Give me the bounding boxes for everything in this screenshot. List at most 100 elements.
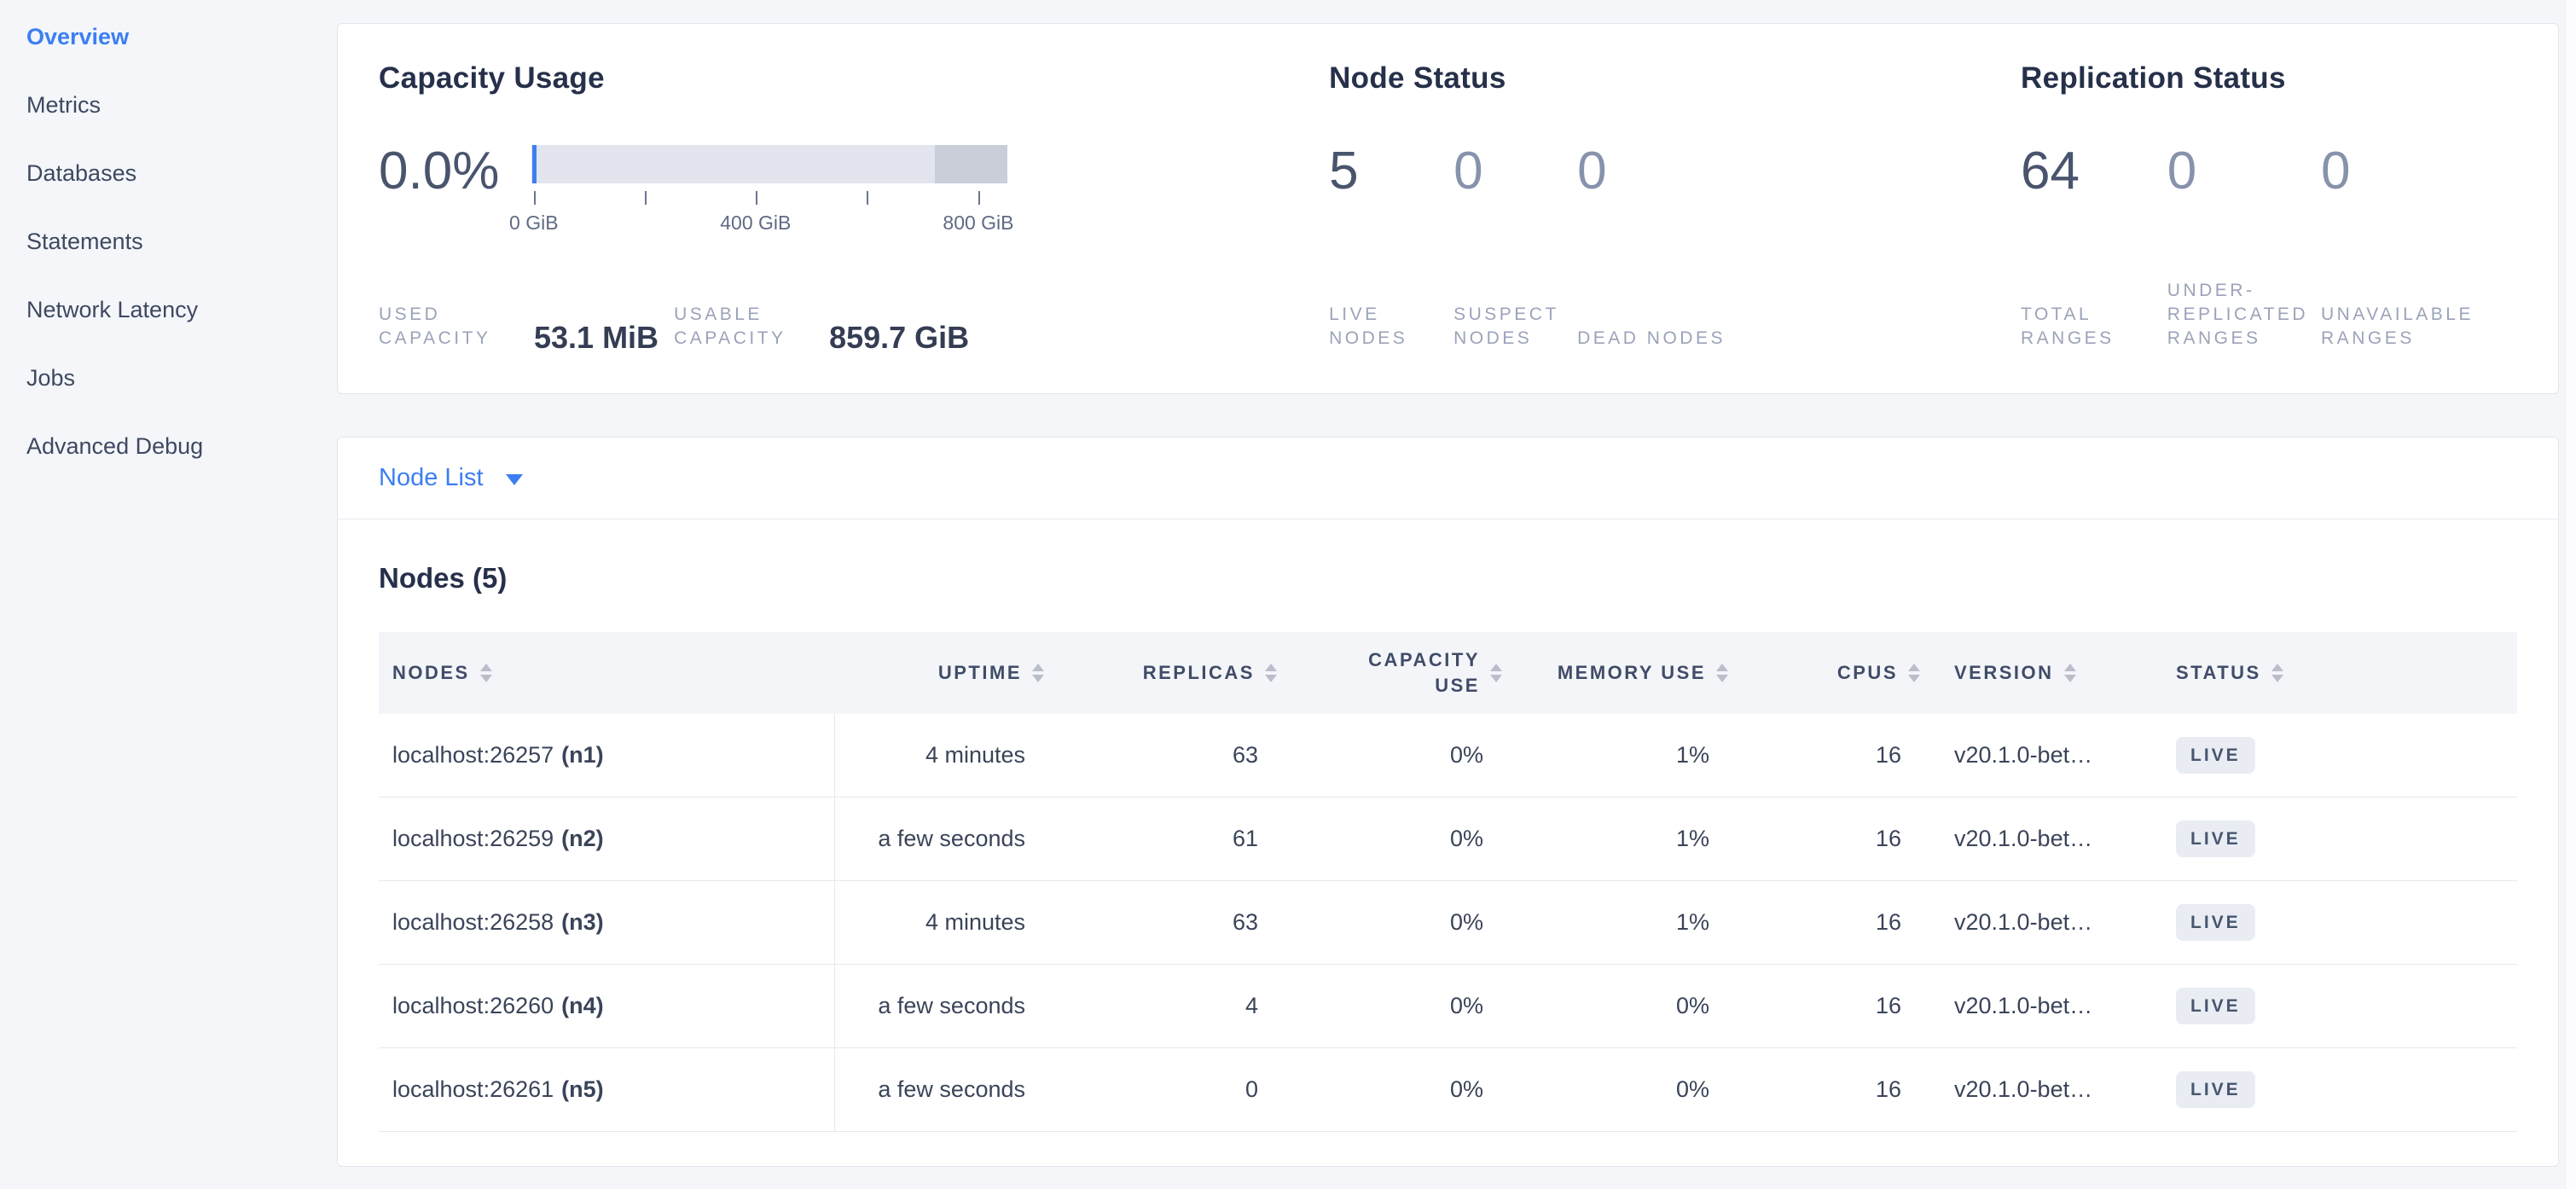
- cpus-cell: 16: [1875, 1076, 1901, 1102]
- node-address-cell: localhost:26260 (n4): [379, 965, 835, 1047]
- column-label: CAPACITY USE: [1368, 649, 1480, 696]
- uptime-cell: a few seconds: [878, 993, 1025, 1018]
- version-value: v20.1.0-bet…: [1954, 993, 2093, 1018]
- replicas-cell: 63: [1232, 909, 1258, 935]
- status-badge: LIVE: [2176, 737, 2255, 774]
- version-value: v20.1.0-bet…: [1954, 1076, 2093, 1102]
- gauge-tick: [533, 191, 536, 205]
- column-header-nodes[interactable]: NODES: [379, 662, 835, 684]
- node-id: (n5): [561, 1076, 604, 1102]
- gauge-tick: [978, 191, 980, 205]
- column-label: NODES: [392, 662, 470, 683]
- status-cell: LIVE: [2149, 1048, 2517, 1131]
- status-badge: LIVE: [2176, 821, 2255, 857]
- status-cell: LIVE: [2149, 798, 2517, 880]
- capacity-gauge: 0 GiB 400 GiB 800 GiB: [509, 145, 1014, 234]
- version-cell: v20.1.0-bet…: [1920, 798, 2149, 880]
- dead-nodes-count: 0: [1577, 142, 1607, 200]
- node-address: localhost:26258: [392, 909, 554, 935]
- node-address: localhost:26259: [392, 826, 554, 851]
- node-id: (n4): [561, 993, 604, 1018]
- chevron-down-icon: [505, 474, 523, 485]
- capacity-gauge-bar: [531, 145, 1007, 183]
- table-row[interactable]: localhost:26259 (n2) a few seconds 61 0%…: [379, 798, 2517, 881]
- uptime-cell: a few seconds: [878, 1076, 1025, 1102]
- capacity-use-cell: 0%: [1449, 909, 1483, 935]
- total-ranges-label: TOTAL RANGES: [2021, 304, 2115, 348]
- column-label: STATUS: [2176, 662, 2261, 683]
- gauge-tick: [644, 191, 647, 205]
- replicas-cell: 4: [1244, 993, 1258, 1018]
- uptime-cell: 4 minutes: [925, 742, 1025, 768]
- sidebar-item-databases[interactable]: Databases: [26, 160, 137, 186]
- sidebar-item-advanced-debug[interactable]: Advanced Debug: [26, 432, 204, 459]
- sort-icon: [1032, 664, 1044, 682]
- node-list-selector-row: Node List: [338, 438, 2558, 519]
- memory-use-cell: 0%: [1675, 993, 1709, 1018]
- memory-use-cell: 1%: [1675, 742, 1709, 768]
- sort-icon: [1908, 664, 1920, 682]
- capacity-use-cell: 0%: [1449, 826, 1483, 851]
- sort-icon: [1490, 664, 1502, 682]
- capacity-use-cell: 0%: [1449, 1076, 1483, 1102]
- table-row[interactable]: localhost:26260 (n4) a few seconds 4 0% …: [379, 965, 2517, 1048]
- capacity-use-cell: 0%: [1449, 993, 1483, 1018]
- node-list-card: Node List Nodes (5) NODES UPTIME REPLICA…: [337, 437, 2559, 1167]
- version-cell: v20.1.0-bet…: [1920, 714, 2149, 797]
- node-id: (n3): [561, 909, 604, 935]
- live-nodes-label: LIVE NODES: [1329, 304, 1408, 348]
- gauge-tick-label: 800 GiB: [943, 212, 1014, 234]
- sidebar-item-jobs[interactable]: Jobs: [26, 364, 76, 391]
- column-label: REPLICAS: [1142, 662, 1255, 683]
- used-capacity-label: USED CAPACITY: [379, 304, 491, 348]
- sidebar-item-metrics[interactable]: Metrics: [26, 91, 101, 118]
- version-value: v20.1.0-bet…: [1954, 826, 2093, 851]
- column-header-status[interactable]: STATUS: [2149, 662, 2517, 684]
- sidebar-item-network-latency[interactable]: Network Latency: [26, 296, 199, 322]
- table-row[interactable]: localhost:26258 (n3) 4 minutes 63 0% 1% …: [379, 881, 2517, 965]
- replicas-cell: 63: [1232, 742, 1258, 768]
- sidebar-item-overview[interactable]: Overview: [26, 23, 130, 49]
- replicas-cell: 61: [1232, 826, 1258, 851]
- dead-nodes-label: DEAD NODES: [1577, 328, 1726, 348]
- capacity-gauge-reserved-segment: [934, 145, 1007, 183]
- cpus-cell: 16: [1875, 993, 1901, 1018]
- column-label: MEMORY USE: [1557, 662, 1706, 683]
- scrollbar-track[interactable]: [2565, 0, 2576, 1189]
- node-address-cell: localhost:26257 (n1): [379, 714, 835, 797]
- status-badge: LIVE: [2176, 1071, 2255, 1108]
- suspect-nodes-count: 0: [1453, 142, 1483, 200]
- sidebar: Overview Metrics Databases Statements Ne…: [0, 0, 324, 480]
- table-row[interactable]: localhost:26257 (n1) 4 minutes 63 0% 1% …: [379, 714, 2517, 798]
- memory-use-cell: 1%: [1675, 909, 1709, 935]
- column-header-capacity-use[interactable]: CAPACITY USE: [1277, 647, 1502, 699]
- node-list-dropdown[interactable]: Node List: [379, 464, 523, 492]
- sidebar-item-statements[interactable]: Statements: [26, 228, 143, 254]
- memory-use-cell: 1%: [1675, 826, 1709, 851]
- node-address-cell: localhost:26261 (n5): [379, 1048, 835, 1131]
- column-label: VERSION: [1954, 662, 2054, 683]
- suspect-nodes-label: SUSPECT NODES: [1453, 304, 1559, 348]
- total-ranges-count: 64: [2021, 142, 2080, 200]
- uptime-cell: 4 minutes: [925, 909, 1025, 935]
- column-header-cpus[interactable]: CPUS: [1728, 662, 1920, 684]
- column-header-memory-use[interactable]: MEMORY USE: [1502, 662, 1728, 684]
- replication-status-section: Replication Status 64 0 0 TOTAL RANGES U…: [2021, 61, 2517, 351]
- cluster-summary-card: Capacity Usage 0.0% 0 GiB 400 GiB 800 Gi…: [337, 23, 2559, 394]
- column-header-uptime[interactable]: UPTIME: [835, 662, 1044, 684]
- capacity-usage-title: Capacity Usage: [379, 61, 605, 95]
- column-header-version[interactable]: VERSION: [1920, 662, 2149, 684]
- usable-capacity-value: 859.7 GiB: [829, 320, 970, 355]
- live-nodes-count: 5: [1329, 142, 1359, 200]
- under-replicated-ranges-count: 0: [2167, 142, 2197, 200]
- sort-icon: [1716, 664, 1728, 682]
- column-header-replicas[interactable]: REPLICAS: [1044, 662, 1277, 684]
- node-status-title: Node Status: [1329, 61, 1506, 95]
- table-row[interactable]: localhost:26261 (n5) a few seconds 0 0% …: [379, 1048, 2517, 1132]
- node-address: localhost:26261: [392, 1076, 554, 1102]
- capacity-percent: 0.0%: [379, 142, 500, 200]
- gauge-tick: [866, 191, 868, 205]
- cpus-cell: 16: [1875, 909, 1901, 935]
- nodes-table-title: Nodes (5): [379, 562, 508, 594]
- node-address: localhost:26257: [392, 742, 554, 768]
